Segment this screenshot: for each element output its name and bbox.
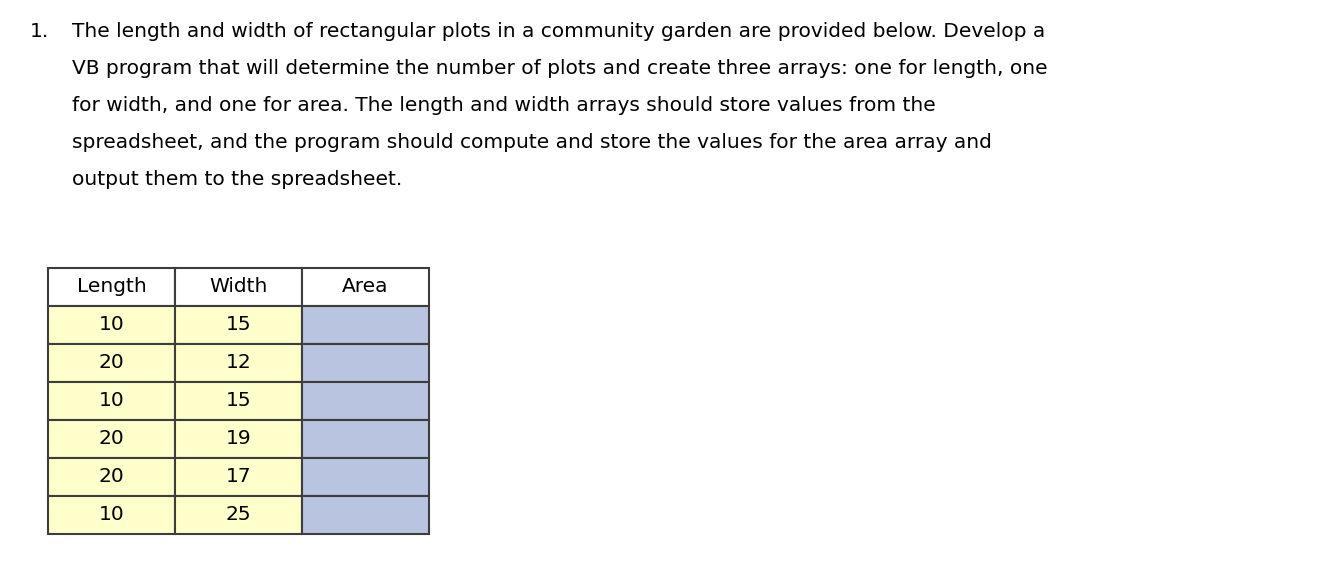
Text: 20: 20 (99, 468, 124, 487)
Bar (301, 382, 430, 420)
Text: 15: 15 (226, 315, 251, 334)
Text: spreadsheet, and the program should compute and store the values for the area ar: spreadsheet, and the program should comp… (71, 133, 992, 152)
Text: 10: 10 (99, 505, 124, 524)
Text: for width, and one for area. The length and width arrays should store values fro: for width, and one for area. The length … (71, 96, 936, 115)
Text: The length and width of rectangular plots in a community garden are provided bel: The length and width of rectangular plot… (71, 22, 1046, 41)
Text: Width: Width (209, 278, 267, 297)
Text: 15: 15 (226, 392, 251, 410)
Bar (175, 420, 301, 458)
Bar (48, 496, 175, 534)
Text: 10: 10 (99, 392, 124, 410)
Text: 20: 20 (99, 429, 124, 448)
Bar (301, 420, 430, 458)
Text: 19: 19 (226, 429, 251, 448)
Bar (175, 268, 301, 306)
Bar (48, 268, 175, 306)
Text: output them to the spreadsheet.: output them to the spreadsheet. (71, 170, 402, 189)
Text: 10: 10 (99, 315, 124, 334)
Text: Area: Area (342, 278, 389, 297)
Text: VB program that will determine the number of plots and create three arrays: one : VB program that will determine the numbe… (71, 59, 1047, 78)
Bar (175, 496, 301, 534)
Text: 17: 17 (226, 468, 251, 487)
Bar (48, 420, 175, 458)
Bar (48, 344, 175, 382)
Bar (301, 344, 430, 382)
Text: 25: 25 (226, 505, 251, 524)
Bar (175, 344, 301, 382)
Bar (301, 306, 430, 344)
Bar (301, 458, 430, 496)
Bar (175, 458, 301, 496)
Bar (301, 268, 430, 306)
Text: 12: 12 (226, 353, 251, 373)
Bar (175, 382, 301, 420)
Bar (48, 458, 175, 496)
Text: 1.: 1. (30, 22, 49, 41)
Text: 20: 20 (99, 353, 124, 373)
Bar (175, 306, 301, 344)
Bar (301, 496, 430, 534)
Bar (48, 382, 175, 420)
Bar (48, 306, 175, 344)
Text: Length: Length (77, 278, 147, 297)
